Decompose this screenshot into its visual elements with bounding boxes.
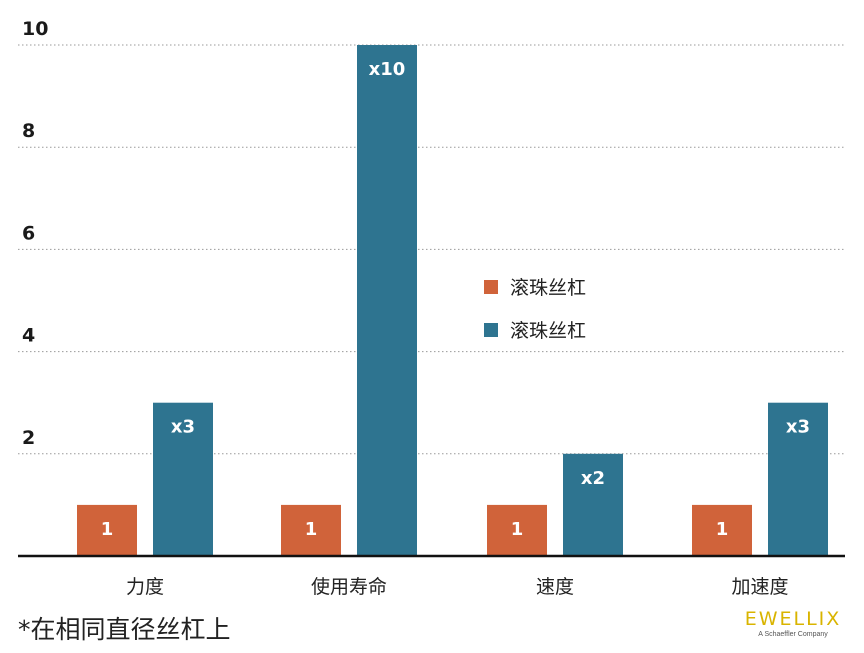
y-tick-label: 6 (22, 222, 35, 244)
bar-data-label: x3 (786, 417, 810, 438)
bar-data-label: 1 (101, 519, 114, 540)
y-tick-label: 2 (22, 427, 35, 449)
legend-swatch (484, 280, 498, 294)
bar (487, 504, 547, 556)
bar-data-label: x10 (369, 59, 406, 80)
brand-logo: EWELLIX A Schaeffler Company (738, 608, 848, 638)
brand-subtitle: A Schaeffler Company (758, 631, 828, 638)
x-tick-label: 速度 (536, 576, 574, 598)
bar (153, 402, 213, 556)
x-tick-label: 加速度 (731, 576, 788, 598)
x-tick-label: 力度 (126, 576, 164, 598)
bar-data-label: x3 (171, 417, 195, 438)
y-tick-label: 4 (22, 325, 35, 347)
bar (563, 453, 623, 556)
legend-label: 滚珠丝杠 (510, 277, 586, 299)
bar (281, 504, 341, 556)
bar (692, 504, 752, 556)
brand-name: EWELLIX (744, 608, 842, 630)
legend-label: 滚珠丝杠 (510, 320, 586, 342)
y-tick-label: 8 (22, 120, 35, 142)
y-tick-label: 10 (22, 18, 48, 40)
bar (77, 504, 137, 556)
footnote: *在相同直径丝杠上 (18, 615, 231, 644)
bar-data-label: 1 (511, 519, 524, 540)
legend-swatch (484, 323, 498, 337)
x-tick-label: 使用寿命 (311, 576, 387, 598)
bar (357, 45, 417, 556)
bar-data-label: x2 (581, 468, 605, 489)
bar-data-label: 1 (305, 519, 318, 540)
bar-data-label: 1 (716, 519, 729, 540)
bar (768, 402, 828, 556)
